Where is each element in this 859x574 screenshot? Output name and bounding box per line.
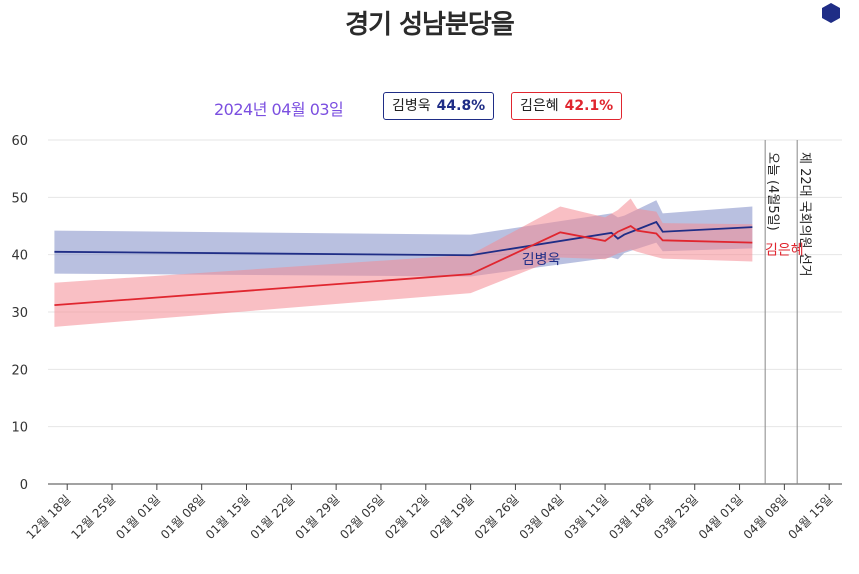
hexagon-icon xyxy=(822,3,840,23)
x-tick-label: 02월 26일 xyxy=(472,492,522,542)
y-tick-label: 30 xyxy=(11,306,28,321)
date-label: 2024년 04월 03일 xyxy=(214,100,344,119)
vertical-marker-label: 제 22대 국회의원 선거 xyxy=(797,152,812,277)
y-tick-label: 50 xyxy=(11,191,28,206)
x-tick-label: 03월 11일 xyxy=(561,492,611,542)
x-tick-label: 12월 18일 xyxy=(24,492,74,542)
x-tick-label: 01월 22일 xyxy=(248,492,298,542)
series-label: 김은혜 xyxy=(765,243,804,259)
y-tick-label: 0 xyxy=(20,478,28,493)
series-line xyxy=(54,224,753,307)
x-tick-label: 04월 15일 xyxy=(786,492,836,542)
x-tick-label: 03월 25일 xyxy=(651,492,701,542)
x-tick-label: 12월 25일 xyxy=(68,492,118,542)
legend-name: 김병욱 xyxy=(392,98,431,114)
y-tick-label: 60 xyxy=(11,134,28,149)
x-tick-label: 03월 04일 xyxy=(517,492,567,542)
x-tick-label: 02월 05일 xyxy=(337,492,387,542)
legend-value: 44.8% xyxy=(436,98,486,114)
x-tick-label: 01월 01일 xyxy=(113,492,163,542)
legend-item-kim-eun-hye: 김은혜 42.1% xyxy=(511,92,623,120)
vertical-marker-label: 오늘 (4월5일) xyxy=(765,152,780,231)
x-tick-label: 03월 18일 xyxy=(606,492,656,542)
y-tick-label: 10 xyxy=(11,421,28,436)
x-tick-label: 01월 29일 xyxy=(292,492,342,542)
chart-title: 경기 성남분당을 xyxy=(345,10,515,40)
y-tick-label: 20 xyxy=(11,363,28,378)
legend-value: 42.1% xyxy=(564,98,614,114)
x-tick-label: 01월 15일 xyxy=(203,492,253,542)
confidence-band xyxy=(54,198,753,327)
y-tick-label: 40 xyxy=(11,249,28,264)
x-tick-label: 02월 12일 xyxy=(382,492,432,542)
x-tick-label: 02월 19일 xyxy=(427,492,477,542)
legend-item-kim-byeong-uk: 김병욱 44.8% xyxy=(383,92,495,120)
x-tick-label: 01월 08일 xyxy=(158,492,208,542)
series-line xyxy=(54,220,753,257)
series-label: 김병욱 xyxy=(522,252,561,268)
x-tick-label: 04월 01일 xyxy=(696,492,746,542)
legend-name: 김은혜 xyxy=(520,98,559,114)
x-tick-label: 04월 08일 xyxy=(741,492,791,542)
